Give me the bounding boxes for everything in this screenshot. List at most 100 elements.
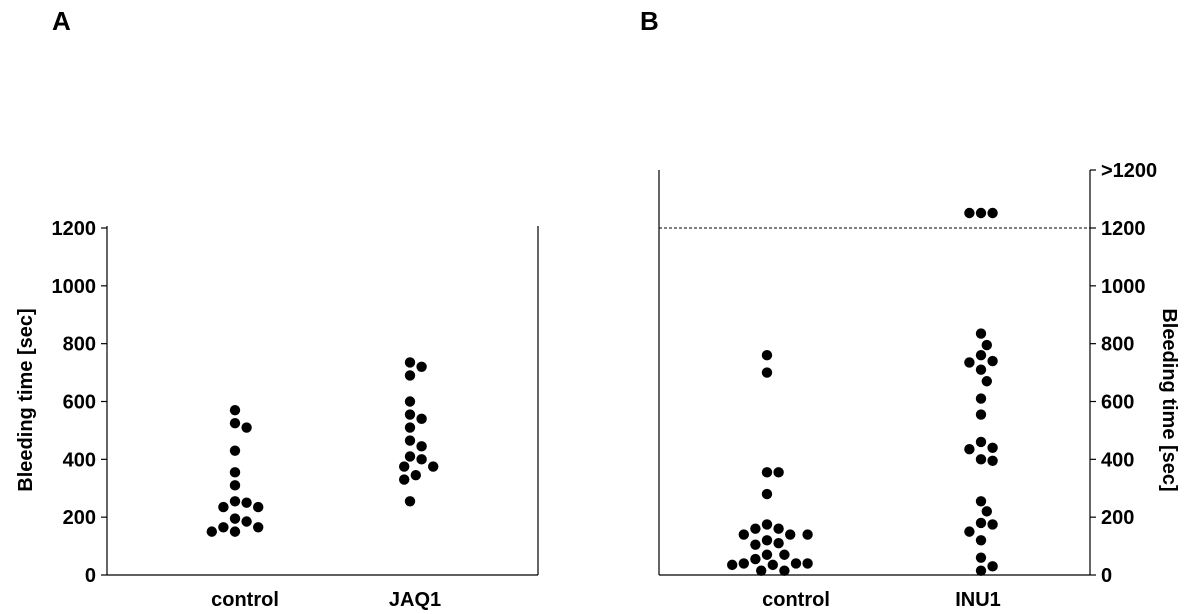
panel-b-inu1-point (981, 339, 992, 351)
panel-b-category-inu1: INU1 (955, 589, 1001, 611)
panel-b-inu1-point (981, 376, 992, 387)
panel-b-y-tick-label: 400 (1101, 449, 1134, 471)
panel-b-inu1-point (975, 207, 987, 219)
panel-a-jaq1-point (404, 396, 416, 407)
panel-b-control-point (785, 529, 796, 540)
panel-a-jaq1-point (410, 470, 421, 481)
panel-a-control-point (253, 522, 264, 533)
panel-b-control-point (750, 523, 761, 534)
panel-b-inu1-point (975, 350, 987, 361)
panel-a-jaq1-point (399, 474, 410, 485)
panel-a-control-point (241, 422, 252, 433)
panel-b-inu1-point (975, 393, 987, 404)
panel-a-control-point (218, 522, 229, 533)
panel-b-control-point (761, 549, 773, 560)
panel-b-inu1-point (964, 357, 975, 368)
panel-a-jaq1-point (399, 461, 410, 472)
panel-b-inu1-point (987, 442, 998, 453)
panel-b-control-point (761, 367, 773, 378)
panel-b-y-tick-label: 200 (1101, 507, 1134, 529)
panel-a: A 0 200 400 600 800 1000 1200 Bleeding time [s… (15, 6, 539, 611)
panel-b-inu1-point (975, 552, 987, 563)
panel-a-label: A (52, 6, 71, 36)
panel-b-inu1-point (987, 519, 998, 530)
panel-a-jaq1-point (428, 461, 439, 472)
panel-b-control-point (802, 558, 813, 569)
panel-b-control-point (727, 559, 738, 571)
panel-a-category-jaq1: JAQ1 (389, 589, 441, 611)
panel-a-jaq1-point (404, 409, 416, 420)
panel-a-control-point (218, 501, 229, 513)
panel-a-control-point (229, 526, 241, 537)
panel-a-y-tick-label: 200 (63, 507, 96, 529)
panel-b-control-point (738, 558, 749, 569)
panel-a-jaq1-point (404, 357, 416, 368)
panel-b-inu1-point (981, 506, 992, 517)
panel-b-control-point (761, 488, 773, 500)
panel-a-control-point (229, 404, 241, 416)
panel-a-control-point (206, 526, 217, 537)
panel-a-control-point (229, 480, 241, 491)
panel-b-y-axis-label: Bleeding time [sec] (1158, 308, 1180, 491)
panel-a-y-tick-label: 1200 (52, 218, 97, 240)
panel-b: B 0 200 400 600 800 1000 1200 >1200 Bleeding ti… (640, 6, 1180, 611)
panel-b-control-point (761, 519, 773, 530)
panel-b-inu1-point (987, 207, 998, 219)
panel-b-control-point (761, 350, 773, 361)
panel-a-jaq1-point (416, 413, 427, 425)
panel-b-inu1-point (987, 455, 998, 466)
panel-b-y-tick-label-top: >1200 (1101, 160, 1157, 182)
panel-a-control-point (229, 445, 241, 456)
panel-b-control-point (738, 529, 749, 540)
panel-b-inu1-point (975, 328, 987, 339)
panel-a-control-point (241, 497, 252, 508)
panel-a-y-tick-label: 0 (85, 565, 96, 587)
panel-b-inu1-point (975, 565, 987, 576)
panel-a-control-point (241, 516, 252, 527)
panel-a-y-tick-label: 400 (63, 449, 96, 471)
panel-a-control-point (229, 513, 241, 524)
panel-b-label: B (640, 6, 659, 36)
panel-b-inu1-point (975, 409, 987, 420)
panel-a-jaq1-point (404, 422, 416, 433)
panel-a-control-point (229, 467, 241, 478)
panel-b-control-point (761, 467, 773, 478)
panel-a-jaq1-point (404, 451, 416, 462)
panel-b-y-tick-label: 1000 (1101, 276, 1146, 298)
panel-a-jaq1-point (416, 454, 427, 465)
panel-b-inu1-point (987, 561, 998, 572)
panel-b-y-tick-label: 0 (1101, 565, 1112, 587)
panel-b-inu1-point (975, 535, 987, 546)
panel-b-control-point (767, 559, 778, 571)
panel-b-control-point (756, 565, 767, 576)
panel-b-control-point (773, 537, 784, 549)
panel-b-inu1-point (964, 207, 975, 219)
panel-b-control-point (790, 558, 802, 569)
panel-b-inu1-point (975, 454, 987, 465)
panel-a-control-point (253, 501, 264, 513)
panel-a-jaq1-point (416, 441, 427, 452)
panel-a-jaq1-point (416, 361, 427, 372)
panel-b-control-point (773, 467, 784, 478)
panel-a-jaq1-point (404, 496, 416, 507)
panel-b-control-point (779, 565, 790, 576)
panel-b-control-point (779, 549, 790, 560)
panel-b-inu1-point (964, 444, 975, 455)
panel-a-y-axis-label: Bleeding time [sec] (15, 308, 37, 491)
panel-b-y-tick-label: 800 (1101, 334, 1134, 356)
panel-b-control-point (750, 553, 761, 565)
panel-b-inu1-point (987, 355, 998, 367)
panel-b-y-tick-label: 1200 (1101, 218, 1146, 240)
panel-b-inu1-point (964, 526, 975, 537)
panel-b-control-point (750, 539, 761, 550)
panel-b-control-point (802, 529, 813, 540)
panel-a-jaq1-point (404, 370, 416, 381)
panel-a-control-point (229, 417, 241, 429)
panel-a-category-control: control (211, 589, 279, 611)
panel-b-control-point (773, 523, 784, 534)
panel-b-inu1-point (975, 436, 987, 448)
panel-b-control-point (761, 535, 773, 546)
panel-a-jaq1-point (404, 435, 416, 446)
panel-b-inu1-point (975, 364, 987, 375)
